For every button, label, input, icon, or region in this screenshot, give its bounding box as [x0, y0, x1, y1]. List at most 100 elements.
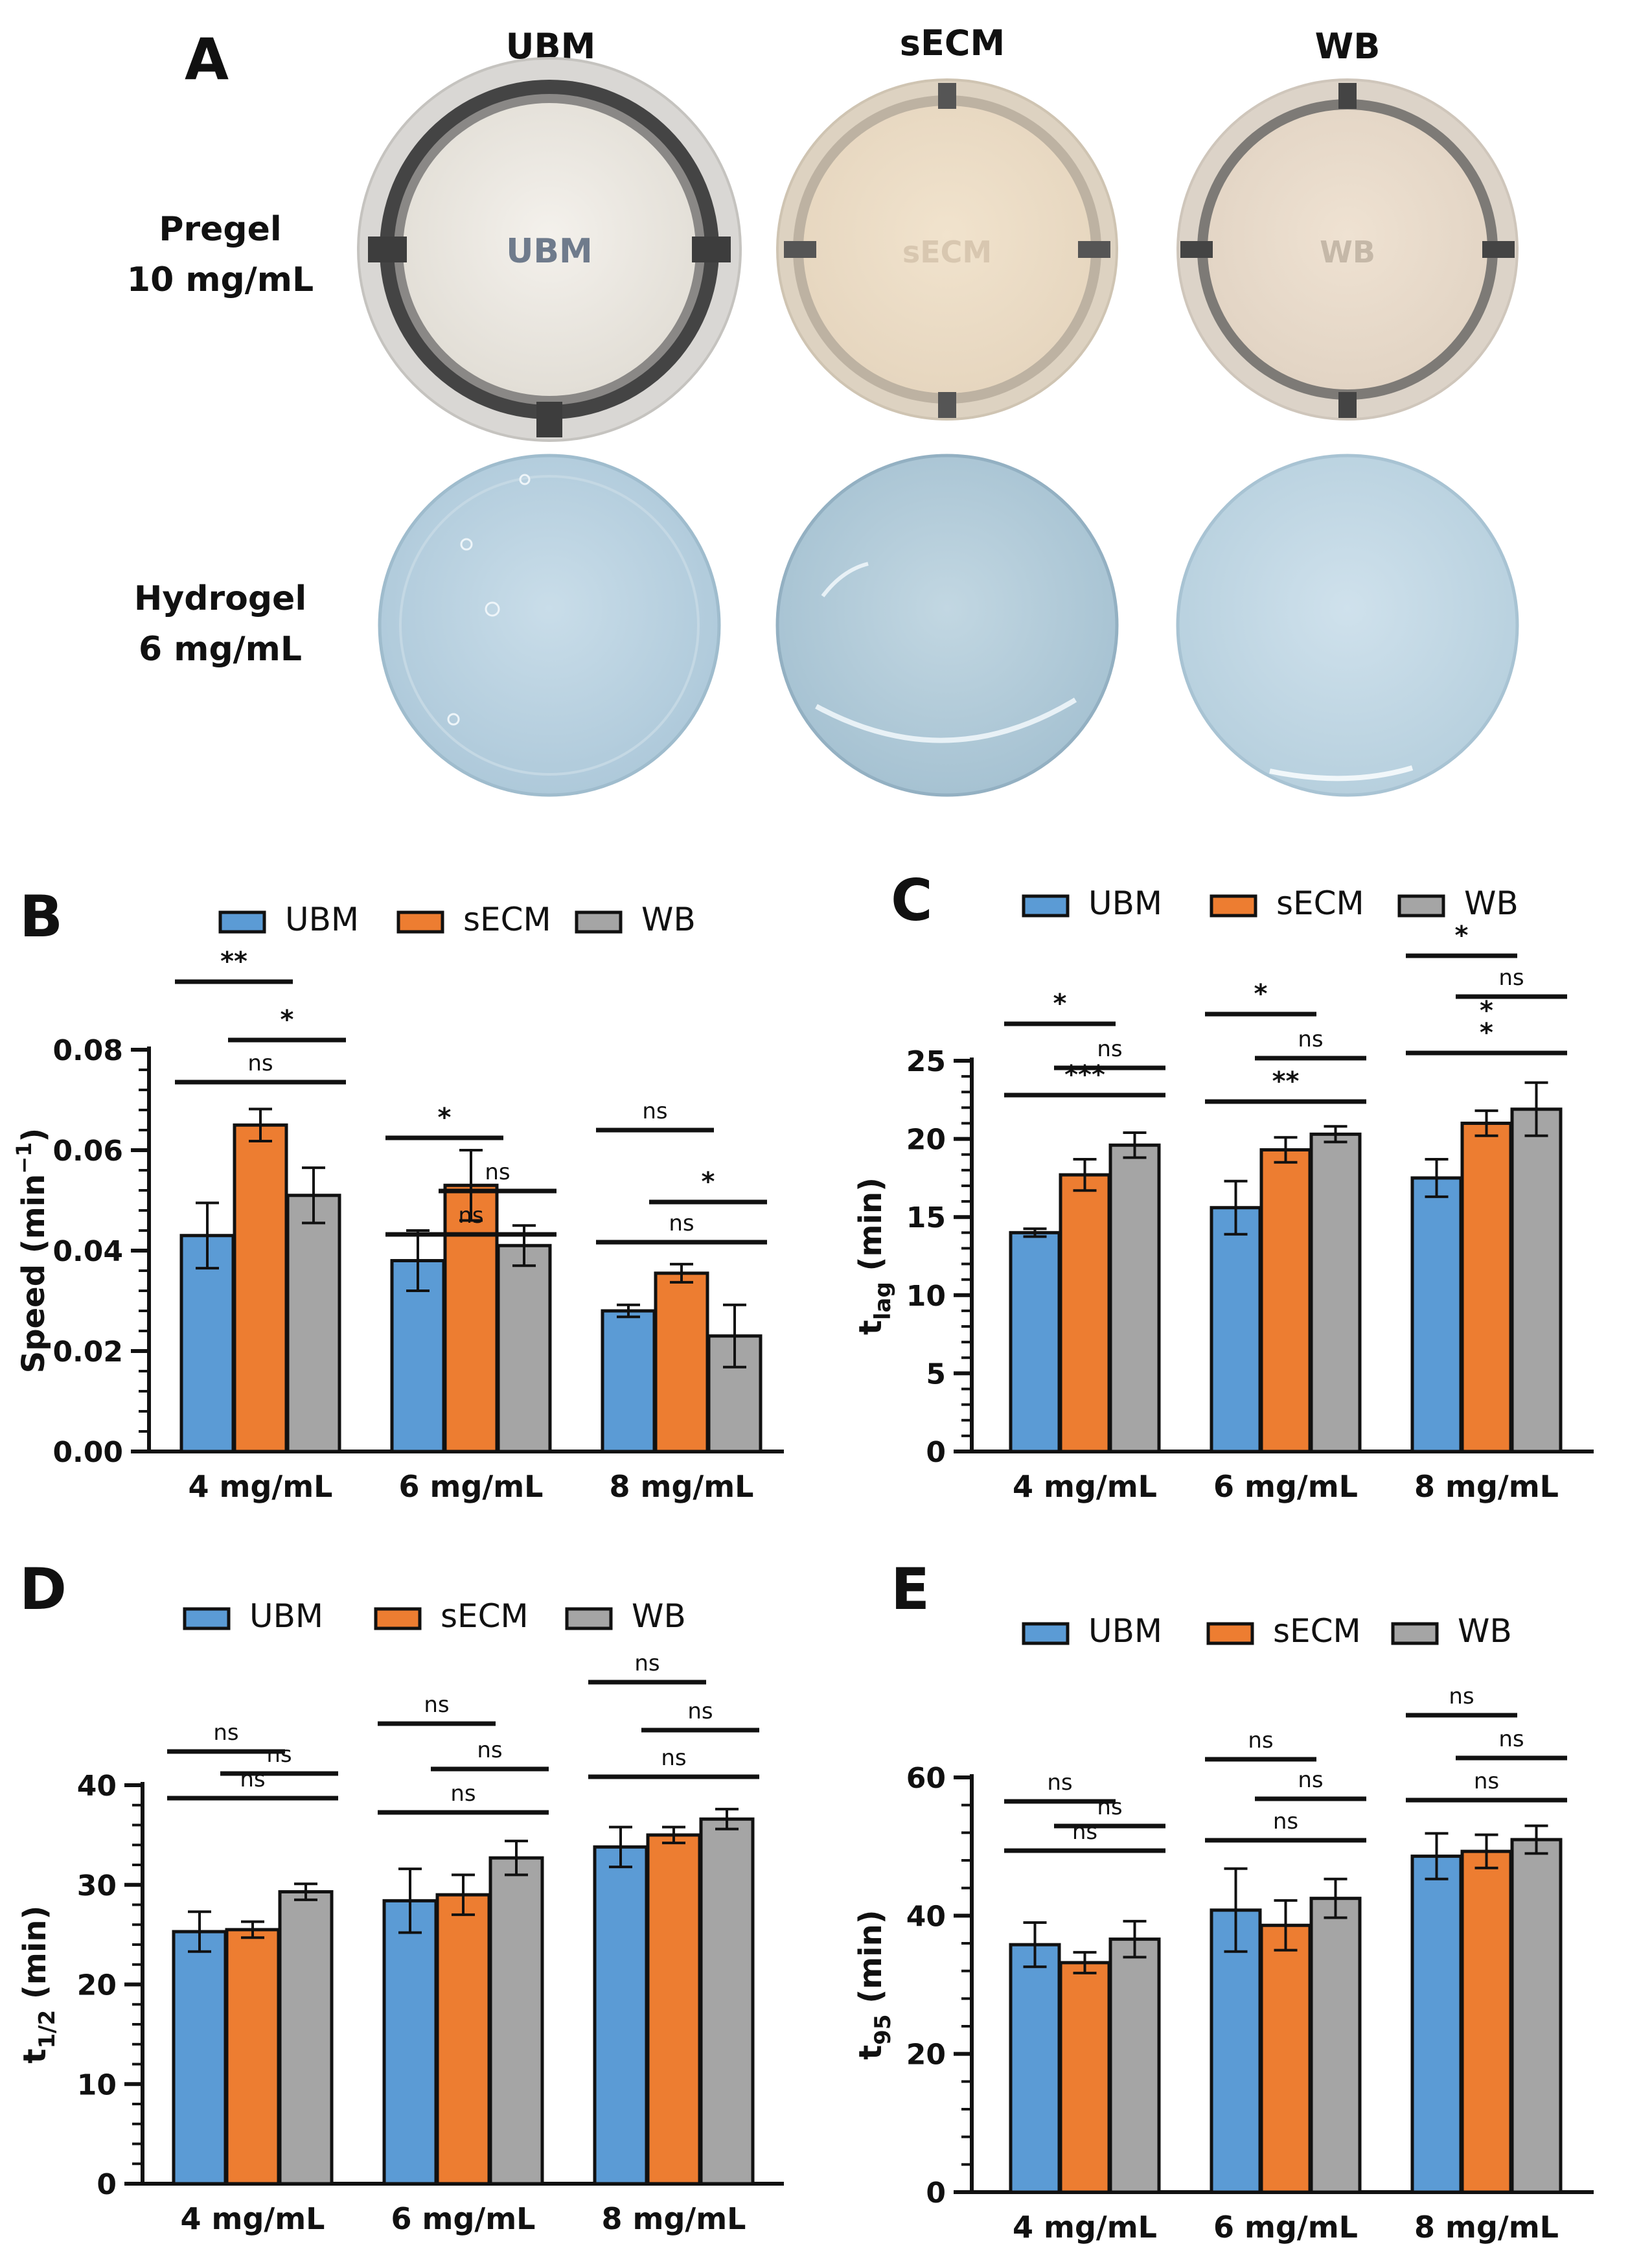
legend-label-ubm: UBM [249, 1597, 323, 1635]
significance-label: ns [1072, 1819, 1097, 1845]
dish-label-ubm: UBM [506, 232, 593, 271]
legend-swatch-wb [575, 910, 623, 934]
dish-photos: UBM sECM WB [357, 57, 1519, 797]
y-tick-label: 0.08 [52, 1034, 123, 1067]
bar-secm-4-mg-ml [233, 1123, 288, 1453]
y-axis-label-close: (min) [17, 1906, 53, 2010]
x-tick-label: 4 mg/mL [189, 1469, 333, 1504]
chart-panel-c: C UBM sECM WB 0 5 10 15 20 25 tlag (min) 4 mg/mL 6 m… [853, 867, 1594, 1504]
bar-ubm-6-mg-ml [1210, 1206, 1262, 1453]
row-label-pregel: Pregel 10 mg/mL [104, 204, 337, 305]
legend-swatch-wb [1397, 894, 1445, 918]
bar-wb-6-mg-ml [496, 1243, 552, 1453]
y-tick-label: 0.04 [52, 1235, 123, 1268]
bar-wb-4-mg-ml [1108, 1937, 1161, 2194]
y-axis-label: t1/2 (min) [17, 1906, 60, 2064]
legend-label-ubm: UBM [1088, 1612, 1162, 1650]
x-tick-label: 4 mg/mL [1013, 2210, 1157, 2245]
y-axis-label-close: (min) [853, 1177, 889, 1282]
significance-label: ns [687, 1698, 713, 1724]
y-axis-label: Speed (min−1) [12, 1128, 52, 1374]
dish-label-secm: sECM [902, 235, 992, 270]
legend-label-secm: sECM [1276, 884, 1364, 922]
y-tick-label: 5 [926, 1358, 946, 1391]
panel-letter: C [891, 867, 933, 934]
pregel-ubm-dish: UBM [357, 57, 742, 442]
bar-wb-8-mg-ml [1510, 1107, 1563, 1453]
bar-ubm-4-mg-ml [1009, 1231, 1061, 1453]
significance-label: ns [1449, 1683, 1474, 1709]
row-label-pregel-line2: 10 mg/mL [126, 260, 314, 299]
significance-label: * [1480, 1018, 1493, 1048]
y-tick-label: 0 [926, 1436, 946, 1469]
legend-swatch-ubm [1022, 1622, 1070, 1645]
bar-ubm-8-mg-ml [601, 1309, 656, 1453]
bar-ubm-6-mg-ml [382, 1899, 438, 2186]
y-tick-label: 0.06 [52, 1135, 123, 1168]
y-tick-label: 0 [926, 2177, 946, 2210]
significance-label: ns [450, 1781, 476, 1807]
legend-label-ubm: UBM [285, 901, 359, 938]
y-axis-label-main: t [853, 1320, 889, 1335]
x-tick-label: 8 mg/mL [1414, 2210, 1559, 2245]
bar-ubm-8-mg-ml [1410, 1176, 1463, 1453]
chart-panel-b: B UBM sECM WB 0.00 0.02 0.04 0.06 0.08 Speed (min… [12, 883, 784, 1504]
bar-ubm-4-mg-ml [1009, 1943, 1061, 2194]
bar-secm-4-mg-ml [1059, 1961, 1111, 2194]
legend-swatch-ubm [183, 1607, 231, 1630]
significance-label: * [702, 1167, 715, 1197]
legend-swatch-secm [374, 1607, 422, 1630]
legend-swatch-secm [1206, 1622, 1254, 1645]
chart-panel-d: D UBM sECM WB 0 10 20 30 40 t1/2 (min) 4 mg/mL 6 mg… [17, 1556, 784, 2236]
bar-secm-6-mg-ml [1259, 1148, 1312, 1453]
significance-label: ns [1047, 1770, 1072, 1796]
row-label-hydrogel-line1: Hydrogel [133, 579, 307, 618]
legend-swatch-wb [565, 1607, 613, 1630]
bar-secm-4-mg-ml [1059, 1173, 1111, 1453]
bar-wb-4-mg-ml [278, 1890, 334, 2186]
y-axis-label: tlag (min) [853, 1177, 896, 1335]
y-axis-label-sup: −1 [12, 1142, 36, 1174]
y-tick-label: 30 [77, 1869, 117, 1902]
significance-label: ** [1272, 1067, 1300, 1096]
significance-label: ns [213, 1720, 238, 1746]
legend-label-wb: WB [641, 901, 696, 938]
significance-label: ns [1097, 1036, 1122, 1062]
y-tick-label: 20 [906, 1124, 946, 1157]
row-label-hydrogel-line2: 6 mg/mL [138, 630, 302, 669]
y-tick-label: 20 [906, 2039, 946, 2072]
significance-label: ** [220, 947, 247, 977]
bar-ubm-8-mg-ml [1410, 1855, 1463, 2194]
x-tick-label: 8 mg/mL [610, 1469, 754, 1504]
significance-label: ns [634, 1650, 660, 1676]
bar-wb-4-mg-ml [1108, 1143, 1161, 1453]
significance-label: ns [1298, 1767, 1323, 1793]
significance-label: ns [1273, 1809, 1298, 1834]
significance-label: ns [642, 1098, 667, 1124]
bar-wb-8-mg-ml [699, 1817, 755, 2186]
bar-secm-8-mg-ml [1460, 1849, 1513, 2194]
legend-swatch-ubm [1022, 894, 1070, 918]
legend-swatch-secm [1210, 894, 1257, 918]
significance-label: ns [1298, 1026, 1323, 1052]
legend-label-ubm: UBM [1088, 884, 1162, 922]
significance-label: * [1254, 979, 1268, 1009]
y-tick-label: 15 [906, 1201, 946, 1234]
significance-label: * [1480, 996, 1493, 1026]
y-axis-label: t95 (min) [853, 1910, 896, 2060]
bar-wb-6-mg-ml [1309, 1132, 1362, 1453]
legend-swatch-wb [1391, 1622, 1439, 1645]
x-tick-label: 8 mg/mL [602, 2201, 746, 2236]
legend-label-secm: sECM [441, 1597, 529, 1635]
y-tick-label: 40 [906, 1900, 946, 1933]
column-label-wb: WB [1314, 26, 1381, 67]
significance-label: ns [1474, 1768, 1499, 1794]
pregel-wb-dish: WB [1176, 78, 1519, 421]
hydrogel-ubm-dish [378, 454, 721, 797]
y-axis-label-main: Speed (min [16, 1174, 52, 1374]
panel-letter: E [891, 1556, 930, 1623]
legend-label-wb: WB [1464, 884, 1519, 922]
significance-label: ns [247, 1050, 273, 1076]
y-axis-label-main: t [853, 2045, 889, 2060]
